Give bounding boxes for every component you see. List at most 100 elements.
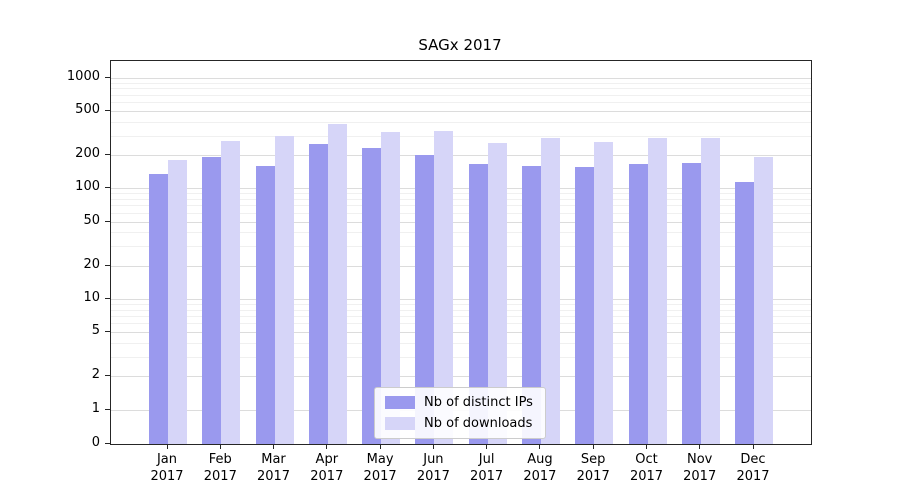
x-tick-mark (273, 444, 274, 449)
gridline (111, 193, 811, 195)
plot-area: Nb of distinct IPs Nb of downloads (110, 60, 812, 445)
bar-downloads (168, 160, 187, 444)
gridline (111, 121, 811, 123)
x-tick-mark (326, 444, 328, 449)
bar-distinct-ips (681, 162, 701, 444)
legend-label-downloads: Nb of downloads (424, 416, 533, 431)
gridline (111, 199, 811, 200)
bar-distinct-ips (628, 164, 648, 444)
y-tick-label: 5 (91, 323, 100, 339)
x-tick-label: Sep 2017 (576, 452, 610, 484)
x-tick-label: Jan 2017 (150, 452, 184, 484)
bar-downloads (434, 130, 454, 444)
x-tick-mark (166, 444, 168, 449)
x-tick-label: Jul 2017 (470, 452, 504, 484)
gridline (111, 376, 811, 378)
legend: Nb of distinct IPs Nb of downloads (374, 387, 546, 439)
bar-downloads (381, 132, 401, 444)
y-tick-label: 100 (75, 179, 100, 195)
x-tick-mark (379, 444, 381, 449)
x-tick-label: Apr 2017 (310, 452, 344, 484)
gridline (111, 316, 811, 317)
x-tick-mark (592, 444, 594, 449)
x-tick-mark (219, 444, 221, 449)
gridline (111, 77, 811, 79)
y-tick-mark (105, 220, 110, 222)
x-tick-label: Feb 2017 (203, 452, 237, 484)
chart-title: SAGx 2017 (418, 36, 502, 54)
bar-downloads (594, 142, 614, 444)
bar-downloads (647, 137, 667, 444)
gridline (111, 342, 811, 344)
gridline (111, 154, 811, 156)
bar-distinct-ips (255, 165, 275, 444)
gridline (111, 332, 811, 334)
y-tick-mark (105, 76, 110, 78)
bar-downloads (700, 137, 720, 444)
gridline (111, 205, 811, 207)
x-tick-label: Oct 2017 (629, 452, 664, 484)
x-tick-mark (432, 444, 434, 449)
x-tick-label: Nov 2017 (683, 452, 717, 484)
gridline (111, 356, 811, 358)
legend-item-downloads: Nb of downloads (385, 416, 533, 431)
gridline (111, 188, 811, 190)
bar-distinct-ips (362, 148, 382, 444)
gridline (111, 135, 811, 137)
bar-downloads (540, 137, 560, 444)
bar-distinct-ips (149, 173, 168, 444)
x-tick-label: May 2017 (363, 452, 397, 484)
gridline (111, 88, 811, 90)
y-tick-label: 2 (91, 367, 100, 383)
bar-distinct-ips (735, 182, 754, 444)
y-tick-label: 200 (75, 145, 100, 161)
y-tick-label: 1000 (66, 68, 100, 84)
y-tick-mark (105, 153, 110, 155)
y-tick-label: 50 (83, 212, 100, 228)
y-tick-label: 10 (83, 289, 100, 305)
y-tick-label: 20 (83, 256, 100, 272)
gridline (111, 221, 811, 223)
x-tick-mark (699, 444, 701, 449)
bar-downloads (487, 143, 507, 444)
x-tick-mark (486, 444, 488, 449)
y-tick-mark (105, 375, 110, 377)
x-tick-label: Dec 2017 (736, 452, 770, 484)
gridline (111, 298, 811, 300)
x-tick-label: Jun 2017 (416, 452, 450, 484)
gridline (111, 232, 811, 234)
gridline (111, 94, 811, 96)
y-tick-label: 0 (91, 435, 100, 450)
y-tick-mark (105, 443, 110, 444)
x-tick-mark (752, 444, 754, 449)
bar-downloads (221, 141, 241, 444)
gridline (111, 303, 811, 305)
legend-label-distinct-ips: Nb of distinct IPs (424, 395, 533, 410)
x-tick-mark (646, 444, 647, 449)
gridline (111, 246, 811, 248)
gridline (111, 110, 811, 112)
gridline (111, 309, 811, 311)
bar-downloads (327, 124, 347, 444)
y-tick-mark (105, 408, 110, 410)
legend-swatch-downloads (385, 417, 415, 430)
gridline (111, 265, 811, 267)
x-tick-label: Mar 2017 (256, 452, 291, 484)
y-tick-label: 1 (91, 400, 100, 416)
gridline (111, 212, 811, 214)
legend-item-distinct-ips: Nb of distinct IPs (385, 395, 533, 410)
x-tick-label: Aug 2017 (523, 452, 557, 484)
y-tick-mark (105, 109, 110, 111)
gridline (111, 323, 811, 325)
y-tick-mark (105, 264, 110, 266)
x-tick-mark (539, 444, 541, 449)
bar-distinct-ips (468, 164, 488, 444)
bar-distinct-ips (575, 167, 595, 444)
bar-downloads (274, 136, 294, 444)
gridline (111, 82, 811, 84)
gridline (111, 102, 811, 104)
y-tick-mark (105, 331, 110, 333)
y-tick-mark (105, 187, 110, 189)
bar-distinct-ips (521, 165, 541, 444)
